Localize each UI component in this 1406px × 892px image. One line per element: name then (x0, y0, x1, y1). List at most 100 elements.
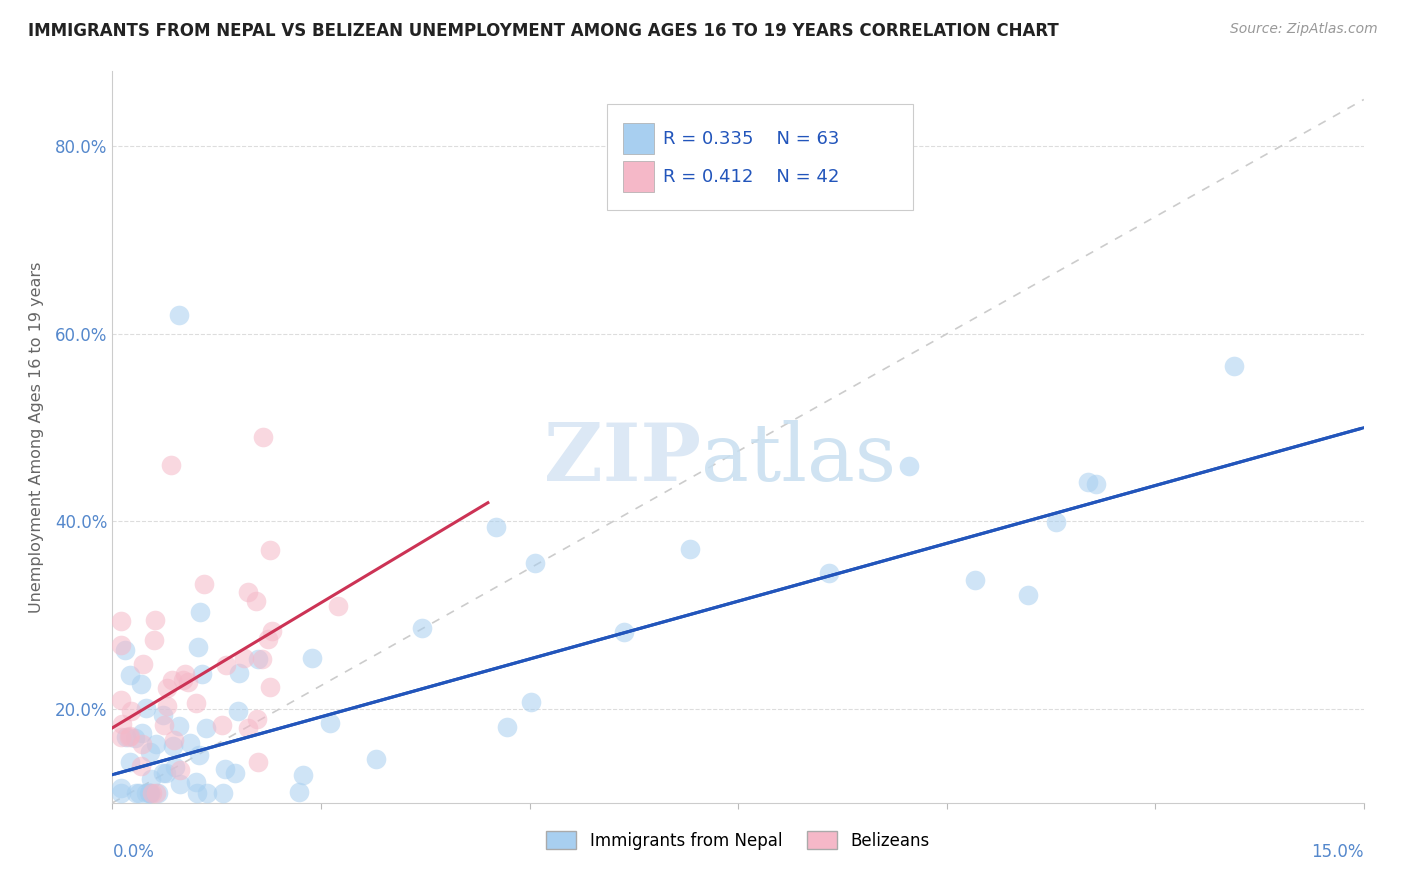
Point (1085, 476, 1108, 491)
Point (326, 599, 349, 613)
Point (169, 763, 191, 777)
Point (292, 767, 315, 781)
Point (262, 624, 284, 638)
Point (145, 786, 167, 800)
Point (228, 666, 250, 681)
Point (132, 657, 155, 672)
Point (167, 719, 190, 733)
Point (131, 725, 153, 739)
FancyBboxPatch shape (623, 123, 654, 154)
Text: R = 0.335    N = 63: R = 0.335 N = 63 (664, 129, 839, 148)
Point (817, 566, 839, 580)
Point (152, 765, 174, 780)
Point (141, 786, 163, 800)
Point (110, 717, 132, 731)
Point (143, 613, 166, 627)
Point (131, 758, 153, 772)
Point (195, 786, 218, 800)
Point (250, 652, 273, 666)
Point (246, 712, 269, 726)
Text: 0.0%: 0.0% (112, 843, 155, 861)
Legend: Immigrants from Nepal, Belizeans: Immigrants from Nepal, Belizeans (540, 824, 936, 856)
Point (224, 766, 246, 780)
Point (1018, 588, 1040, 602)
Point (110, 780, 132, 795)
Point (169, 777, 191, 791)
Point (485, 520, 508, 534)
Point (165, 760, 187, 774)
Text: Source: ZipAtlas.com: Source: ZipAtlas.com (1230, 22, 1378, 37)
Point (186, 696, 208, 710)
Point (110, 692, 132, 706)
Point (1223, 359, 1246, 373)
Text: R = 0.412    N = 42: R = 0.412 N = 42 (664, 168, 839, 186)
Point (156, 681, 179, 695)
Point (143, 633, 166, 648)
Point (679, 541, 702, 556)
Point (118, 755, 141, 769)
Point (259, 681, 281, 695)
Point (520, 696, 543, 710)
Point (191, 666, 214, 681)
Point (236, 721, 259, 735)
Point (153, 718, 176, 732)
Point (179, 736, 201, 750)
FancyBboxPatch shape (623, 161, 654, 192)
Text: 15.0%: 15.0% (1312, 843, 1364, 861)
Point (172, 673, 194, 688)
FancyBboxPatch shape (607, 104, 914, 211)
Point (152, 708, 174, 723)
Point (247, 755, 270, 769)
Point (193, 577, 215, 591)
Point (155, 765, 177, 780)
Point (301, 650, 323, 665)
Point (120, 704, 142, 718)
Point (238, 585, 260, 599)
Point (146, 786, 169, 800)
Text: atlas: atlas (700, 420, 896, 498)
Point (184, 775, 207, 789)
Point (110, 638, 132, 652)
Point (259, 543, 281, 558)
Point (411, 621, 433, 635)
Point (145, 737, 167, 751)
Point (115, 730, 138, 744)
Point (257, 632, 280, 647)
Point (138, 786, 160, 800)
Point (232, 650, 254, 665)
Point (1045, 515, 1067, 529)
Point (110, 786, 132, 800)
Point (287, 785, 309, 799)
Point (110, 731, 132, 745)
Point (163, 733, 186, 747)
Point (245, 593, 267, 607)
Point (963, 574, 986, 588)
Point (118, 730, 141, 744)
Point (495, 720, 517, 734)
Point (139, 772, 162, 787)
Point (160, 673, 183, 688)
Point (186, 786, 208, 800)
Point (174, 667, 197, 681)
Point (124, 731, 146, 745)
Point (160, 458, 183, 473)
Point (128, 786, 150, 800)
Point (118, 668, 141, 682)
Point (110, 614, 132, 628)
Point (188, 605, 211, 619)
Point (125, 786, 148, 800)
Point (187, 640, 209, 654)
Point (366, 752, 388, 766)
Point (187, 748, 209, 763)
Point (195, 722, 218, 736)
Point (212, 786, 235, 800)
Point (138, 786, 160, 800)
Point (226, 704, 249, 718)
Text: ZIP: ZIP (544, 420, 700, 498)
Point (211, 718, 233, 732)
Point (247, 652, 270, 666)
Point (523, 557, 546, 571)
Point (897, 459, 920, 474)
Point (114, 643, 136, 657)
Point (131, 737, 153, 751)
